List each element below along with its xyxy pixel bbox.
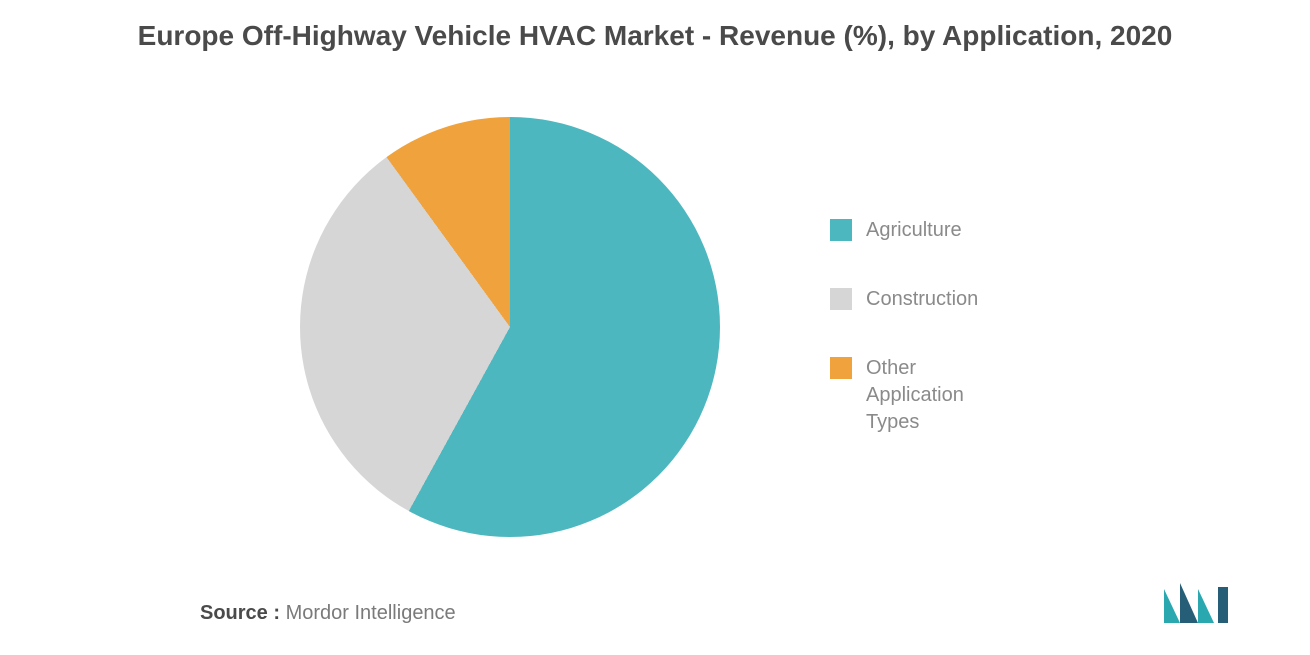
source-name: Mordor Intelligence — [286, 602, 456, 624]
chart-container: Europe Off-Highway Vehicle HVAC Market -… — [0, 0, 1310, 655]
mordor-logo — [1162, 581, 1232, 625]
legend-item: Construction — [830, 286, 1010, 313]
source-prefix: Source : — [200, 602, 280, 624]
legend-item: Other Application Types — [830, 355, 1010, 436]
legend: Agriculture Construction Other Application… — [830, 217, 1010, 436]
mordor-logo-icon — [1162, 581, 1232, 625]
chart-row: Agriculture Construction Other Application… — [60, 82, 1250, 571]
legend-label: Construction — [866, 286, 978, 313]
source-line: Source : Mordor Intelligence — [200, 602, 456, 625]
legend-item: Agriculture — [830, 217, 1010, 244]
chart-title: Europe Off-Highway Vehicle HVAC Market -… — [60, 20, 1250, 52]
footer: Source : Mordor Intelligence — [60, 581, 1250, 635]
legend-label: Other Application Types — [866, 355, 1010, 436]
pie-chart — [300, 117, 720, 537]
legend-swatch — [830, 288, 852, 310]
pie-graphic — [300, 117, 720, 537]
legend-swatch — [830, 219, 852, 241]
legend-swatch — [830, 357, 852, 379]
legend-label: Agriculture — [866, 217, 962, 244]
